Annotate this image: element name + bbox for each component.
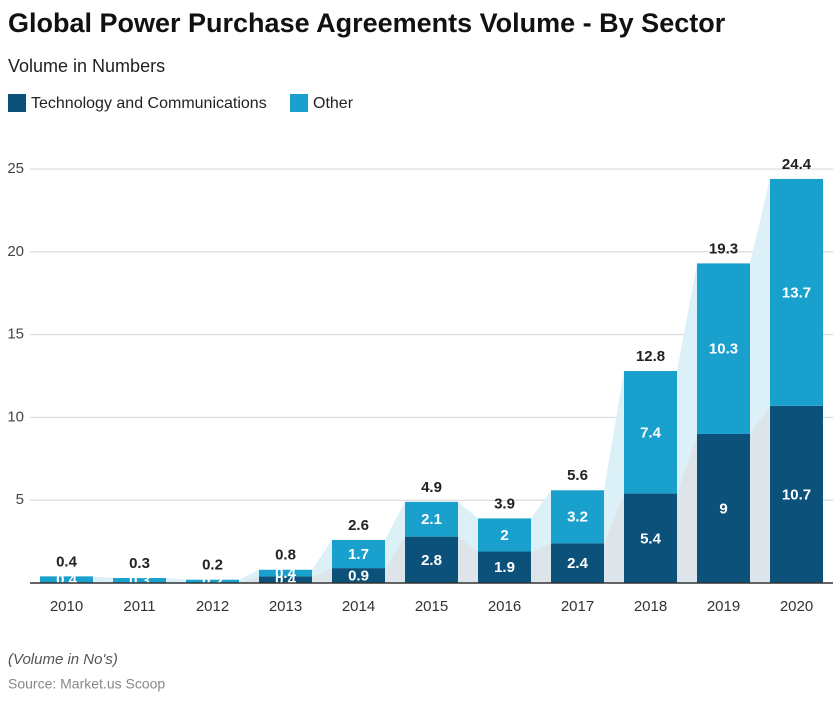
value-label: 3.2 bbox=[567, 509, 588, 526]
total-label: 19.3 bbox=[709, 240, 738, 257]
connector bbox=[458, 501, 478, 552]
chart-title: Global Power Purchase Agreements Volume … bbox=[8, 8, 726, 38]
total-label: 12.8 bbox=[636, 348, 665, 365]
value-label: 7.4 bbox=[640, 424, 662, 441]
connector bbox=[239, 569, 259, 583]
value-label: 0.4 bbox=[275, 565, 297, 582]
bar-segment bbox=[697, 263, 750, 434]
value-label: 1.9 bbox=[494, 559, 515, 576]
bar-segment bbox=[770, 178, 823, 406]
total-label: 4.9 bbox=[421, 479, 442, 496]
total-label: 0.4 bbox=[56, 553, 78, 570]
value-label: 0.2 bbox=[202, 573, 223, 590]
bar-segment bbox=[478, 551, 531, 583]
connector bbox=[93, 576, 113, 583]
connector bbox=[385, 536, 405, 583]
total-label: 0.3 bbox=[129, 555, 150, 572]
value-label: 5.4 bbox=[640, 530, 662, 547]
value-label: 13.7 bbox=[782, 284, 811, 301]
x-tick-label: 2011 bbox=[123, 598, 155, 615]
bar-segment bbox=[551, 543, 604, 583]
connector bbox=[750, 178, 770, 434]
connector bbox=[604, 371, 624, 544]
bar-segment bbox=[405, 536, 458, 583]
chart-subtitle: Volume in Numbers bbox=[8, 56, 165, 76]
bar-segment bbox=[332, 539, 385, 569]
connector bbox=[677, 433, 697, 583]
total-label: 24.4 bbox=[782, 156, 812, 173]
connector bbox=[312, 539, 332, 577]
connector bbox=[458, 536, 478, 583]
legend-swatch bbox=[8, 94, 26, 112]
legend-label: Other bbox=[313, 95, 354, 112]
bar-segment bbox=[332, 568, 385, 583]
total-label: 0.8 bbox=[275, 547, 296, 564]
value-label: 9 bbox=[719, 500, 727, 517]
bar-segment bbox=[624, 371, 677, 494]
value-label: 2.4 bbox=[567, 555, 589, 572]
value-label: 10.7 bbox=[782, 486, 811, 503]
bar-segment bbox=[259, 569, 312, 577]
x-tick-label: 2020 bbox=[780, 598, 813, 615]
connector bbox=[531, 543, 551, 583]
value-label: 0.9 bbox=[348, 568, 369, 585]
value-label: 0.3 bbox=[129, 572, 150, 589]
x-tick-label: 2019 bbox=[707, 598, 740, 615]
bar-segment bbox=[770, 405, 823, 583]
connector bbox=[531, 490, 551, 552]
total-label: 3.9 bbox=[494, 495, 515, 512]
value-label: 1.7 bbox=[348, 546, 369, 563]
connector bbox=[385, 501, 405, 569]
x-tick-label: 2014 bbox=[342, 598, 375, 615]
bar-segment bbox=[697, 433, 750, 583]
legend-label: Technology and Communications bbox=[31, 95, 267, 112]
value-label: 10.3 bbox=[709, 341, 738, 358]
connector bbox=[166, 578, 186, 583]
x-tick-label: 2013 bbox=[269, 598, 302, 615]
x-tick-label: 2012 bbox=[196, 598, 229, 615]
bar-segment bbox=[551, 490, 604, 544]
bar-segment bbox=[259, 576, 312, 583]
bar-segment bbox=[40, 576, 93, 583]
y-tick-label: 25 bbox=[7, 160, 24, 177]
bar-segment bbox=[113, 578, 166, 583]
bar-segment bbox=[478, 518, 531, 552]
value-label: 2 bbox=[500, 527, 508, 544]
source: Source: Market.us Scoop bbox=[8, 676, 165, 692]
x-tick-label: 2018 bbox=[634, 598, 667, 615]
x-tick-label: 2010 bbox=[50, 598, 83, 615]
y-tick-label: 15 bbox=[7, 326, 24, 343]
x-tick-label: 2016 bbox=[488, 598, 521, 615]
value-label: 0.4 bbox=[56, 572, 78, 589]
connector bbox=[750, 405, 770, 583]
y-tick-label: 20 bbox=[7, 243, 24, 260]
plot: 51015202500.40.4201000.30.3201100.20.220… bbox=[7, 156, 833, 615]
connector bbox=[604, 493, 624, 583]
footnote: (Volume in No's) bbox=[8, 651, 118, 668]
total-label: 5.6 bbox=[567, 467, 588, 484]
x-tick-label: 2017 bbox=[561, 598, 594, 615]
connector bbox=[312, 568, 332, 583]
bar-segment bbox=[186, 579, 239, 583]
total-label: 0.2 bbox=[202, 557, 223, 574]
bar-segment bbox=[405, 501, 458, 537]
connector bbox=[677, 263, 697, 494]
y-tick-label: 5 bbox=[16, 491, 24, 508]
legend-swatch bbox=[290, 94, 308, 112]
value-label: 2.1 bbox=[421, 511, 442, 528]
y-tick-label: 10 bbox=[7, 408, 24, 425]
x-tick-label: 2015 bbox=[415, 598, 448, 615]
bar-segment bbox=[624, 493, 677, 583]
value-label: 2.8 bbox=[421, 552, 442, 569]
total-label: 2.6 bbox=[348, 517, 369, 534]
